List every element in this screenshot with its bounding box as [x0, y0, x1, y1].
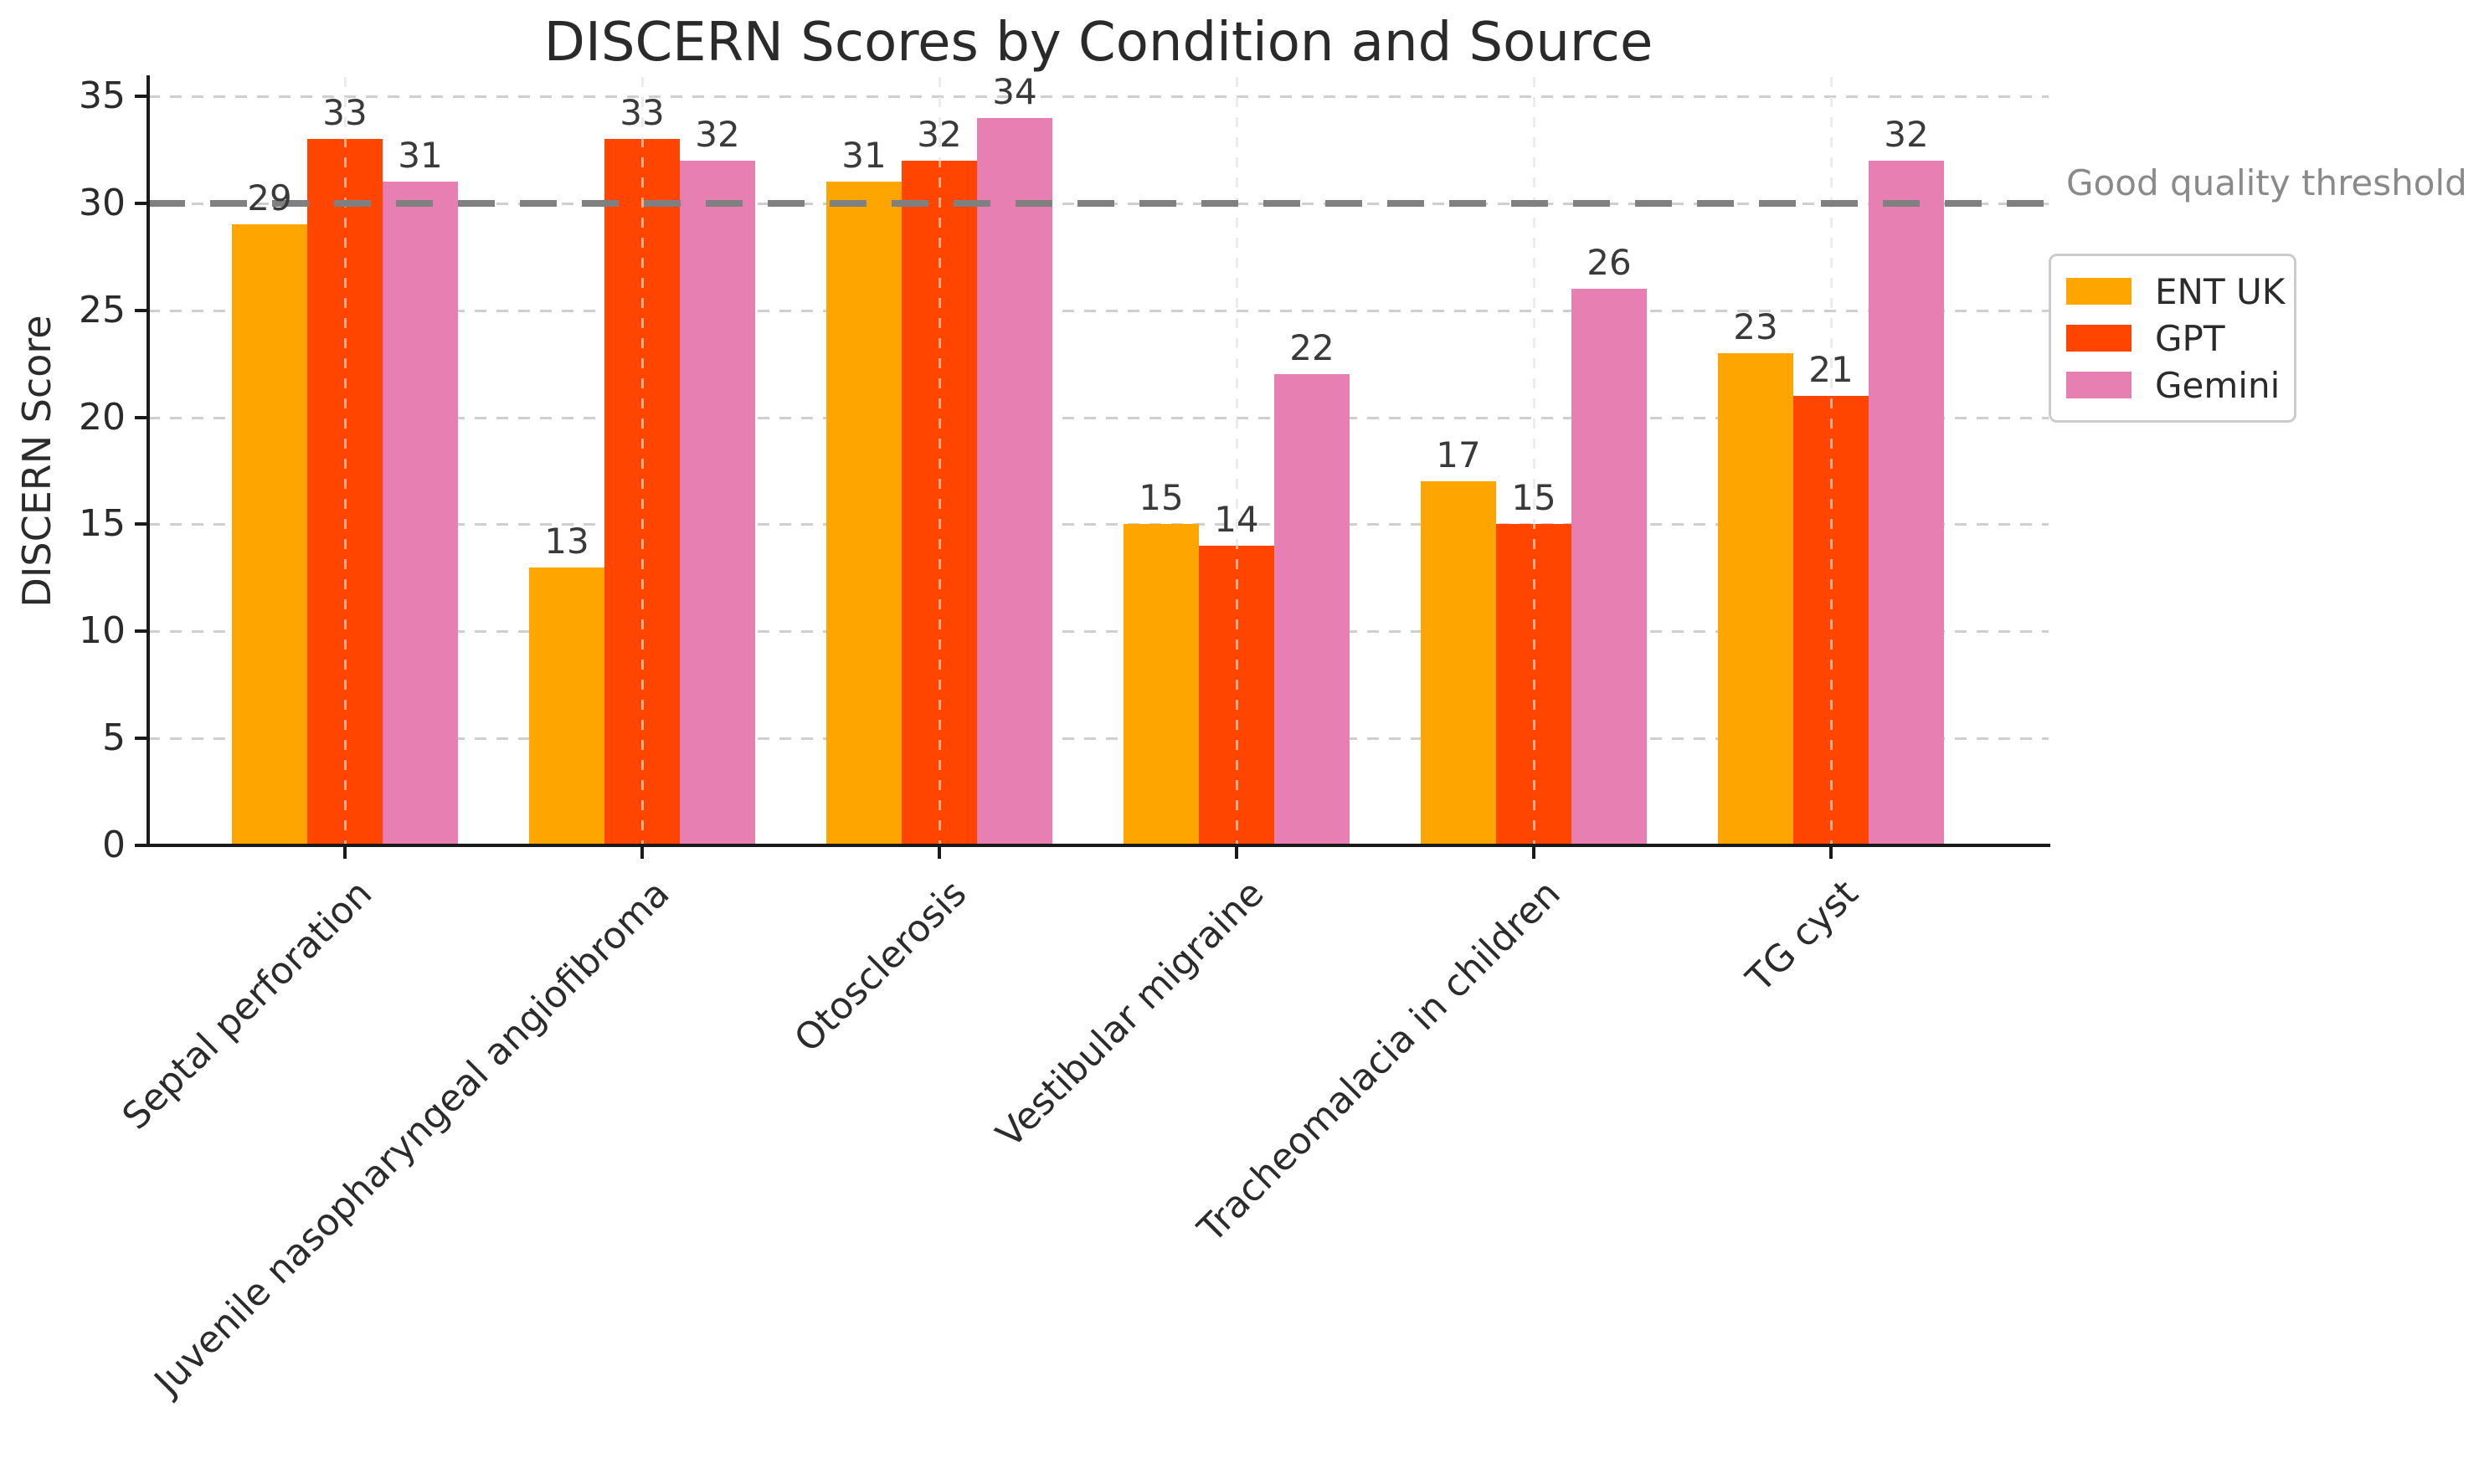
- x-tick-mark: [1829, 847, 1833, 859]
- gridline-v: [641, 77, 644, 845]
- x-tick-mark: [640, 847, 644, 859]
- gridline-h: [148, 630, 2049, 634]
- x-tick-mark: [343, 847, 347, 859]
- bar-value-label: 33: [322, 92, 368, 134]
- y-tick-label: 20: [79, 395, 126, 439]
- x-tick-label: Septal perforation: [114, 872, 381, 1138]
- y-tick-label: 10: [79, 609, 126, 653]
- y-tick-label: 30: [79, 181, 126, 224]
- y-tick-label: 25: [79, 288, 126, 331]
- legend-swatch-gemini-icon: [2066, 372, 2132, 398]
- y-tick-label: 35: [79, 74, 126, 117]
- x-tick-label: Vestibular migraine: [988, 872, 1273, 1157]
- bar-value-label: 17: [1436, 434, 1481, 476]
- legend-label: Gemini: [2155, 364, 2281, 406]
- bar-value-label: 14: [1214, 499, 1259, 540]
- y-axis-spine: [147, 75, 150, 847]
- bar-value-label: 32: [1884, 113, 1929, 155]
- bar: [383, 182, 458, 845]
- bar-value-label: 33: [620, 92, 665, 134]
- legend-label: GPT: [2155, 317, 2225, 359]
- y-tick-mark: [135, 308, 147, 312]
- legend-swatch-ent-uk-icon: [2066, 278, 2132, 305]
- bar-value-label: 13: [544, 520, 589, 562]
- bar-value-label: 26: [1586, 242, 1632, 284]
- gridline-h: [148, 309, 2049, 312]
- bar-value-label: 23: [1733, 306, 1778, 347]
- bar-value-label: 22: [1289, 327, 1334, 369]
- legend-item: ENT UK: [2051, 271, 2294, 312]
- y-tick-mark: [135, 737, 147, 741]
- bar: [232, 224, 307, 845]
- bar: [1571, 289, 1647, 845]
- y-tick-mark: [135, 201, 147, 205]
- gridline-h: [148, 523, 2049, 526]
- bar: [1718, 352, 1793, 845]
- gridline-h: [148, 95, 2049, 98]
- y-tick-label: 0: [102, 824, 126, 866]
- gridline-v: [1236, 77, 1238, 845]
- x-tick-label: TG cyst: [1738, 872, 1867, 1001]
- bar-value-label: 21: [1808, 349, 1854, 390]
- y-tick-label: 15: [79, 502, 126, 546]
- legend-item: Gemini: [2051, 365, 2294, 406]
- chart-title: DISCERN Scores by Condition and Source: [543, 12, 1653, 74]
- gridline-v: [1533, 77, 1535, 845]
- bar-value-label: 34: [992, 70, 1037, 112]
- gridline-h: [148, 416, 2049, 419]
- threshold-label: Good quality threshold: [2066, 162, 2467, 203]
- bar-value-label: 15: [1139, 477, 1184, 519]
- y-tick-mark: [135, 629, 147, 634]
- bar: [1124, 524, 1199, 845]
- legend-swatch-gpt-icon: [2066, 325, 2132, 352]
- x-tick-label: Juvenile nasopharyngeal angiofibroma: [146, 872, 678, 1404]
- bar: [680, 160, 755, 845]
- y-tick-mark: [135, 95, 147, 98]
- y-axis-label: DISCERN Score: [14, 315, 59, 608]
- bar: [977, 117, 1052, 845]
- legend-label: ENT UK: [2155, 270, 2286, 312]
- bar-value-label: 31: [841, 135, 887, 177]
- bar: [1869, 160, 1944, 845]
- x-tick-mark: [1532, 847, 1535, 859]
- bar: [1421, 481, 1496, 845]
- bar: [826, 182, 902, 845]
- bar-value-label: 32: [695, 113, 740, 155]
- bar-value-label: 29: [247, 177, 292, 219]
- bar-value-label: 15: [1511, 477, 1556, 519]
- x-axis-spine: [147, 844, 2050, 847]
- x-tick-label: Otosclerosis: [785, 872, 975, 1061]
- gridline-v: [939, 77, 941, 845]
- gridline-h: [148, 737, 2049, 741]
- x-tick-label: Tracheomalacia in children: [1190, 872, 1570, 1251]
- y-tick-mark: [135, 415, 147, 419]
- bar-value-label: 32: [917, 113, 962, 155]
- y-tick-label: 5: [102, 716, 126, 760]
- x-tick-mark: [938, 847, 941, 859]
- bar: [1274, 374, 1350, 845]
- y-tick-mark: [135, 844, 147, 847]
- x-tick-mark: [1235, 847, 1238, 859]
- gridline-v: [1830, 77, 1833, 845]
- bar-value-label: 31: [398, 135, 443, 177]
- threshold-line: [148, 199, 2049, 207]
- legend-item: GPT: [2051, 318, 2294, 359]
- legend: ENT UK GPT Gemini: [2049, 254, 2296, 423]
- y-tick-mark: [135, 522, 147, 526]
- gridline-v: [344, 77, 347, 845]
- bar: [529, 567, 604, 845]
